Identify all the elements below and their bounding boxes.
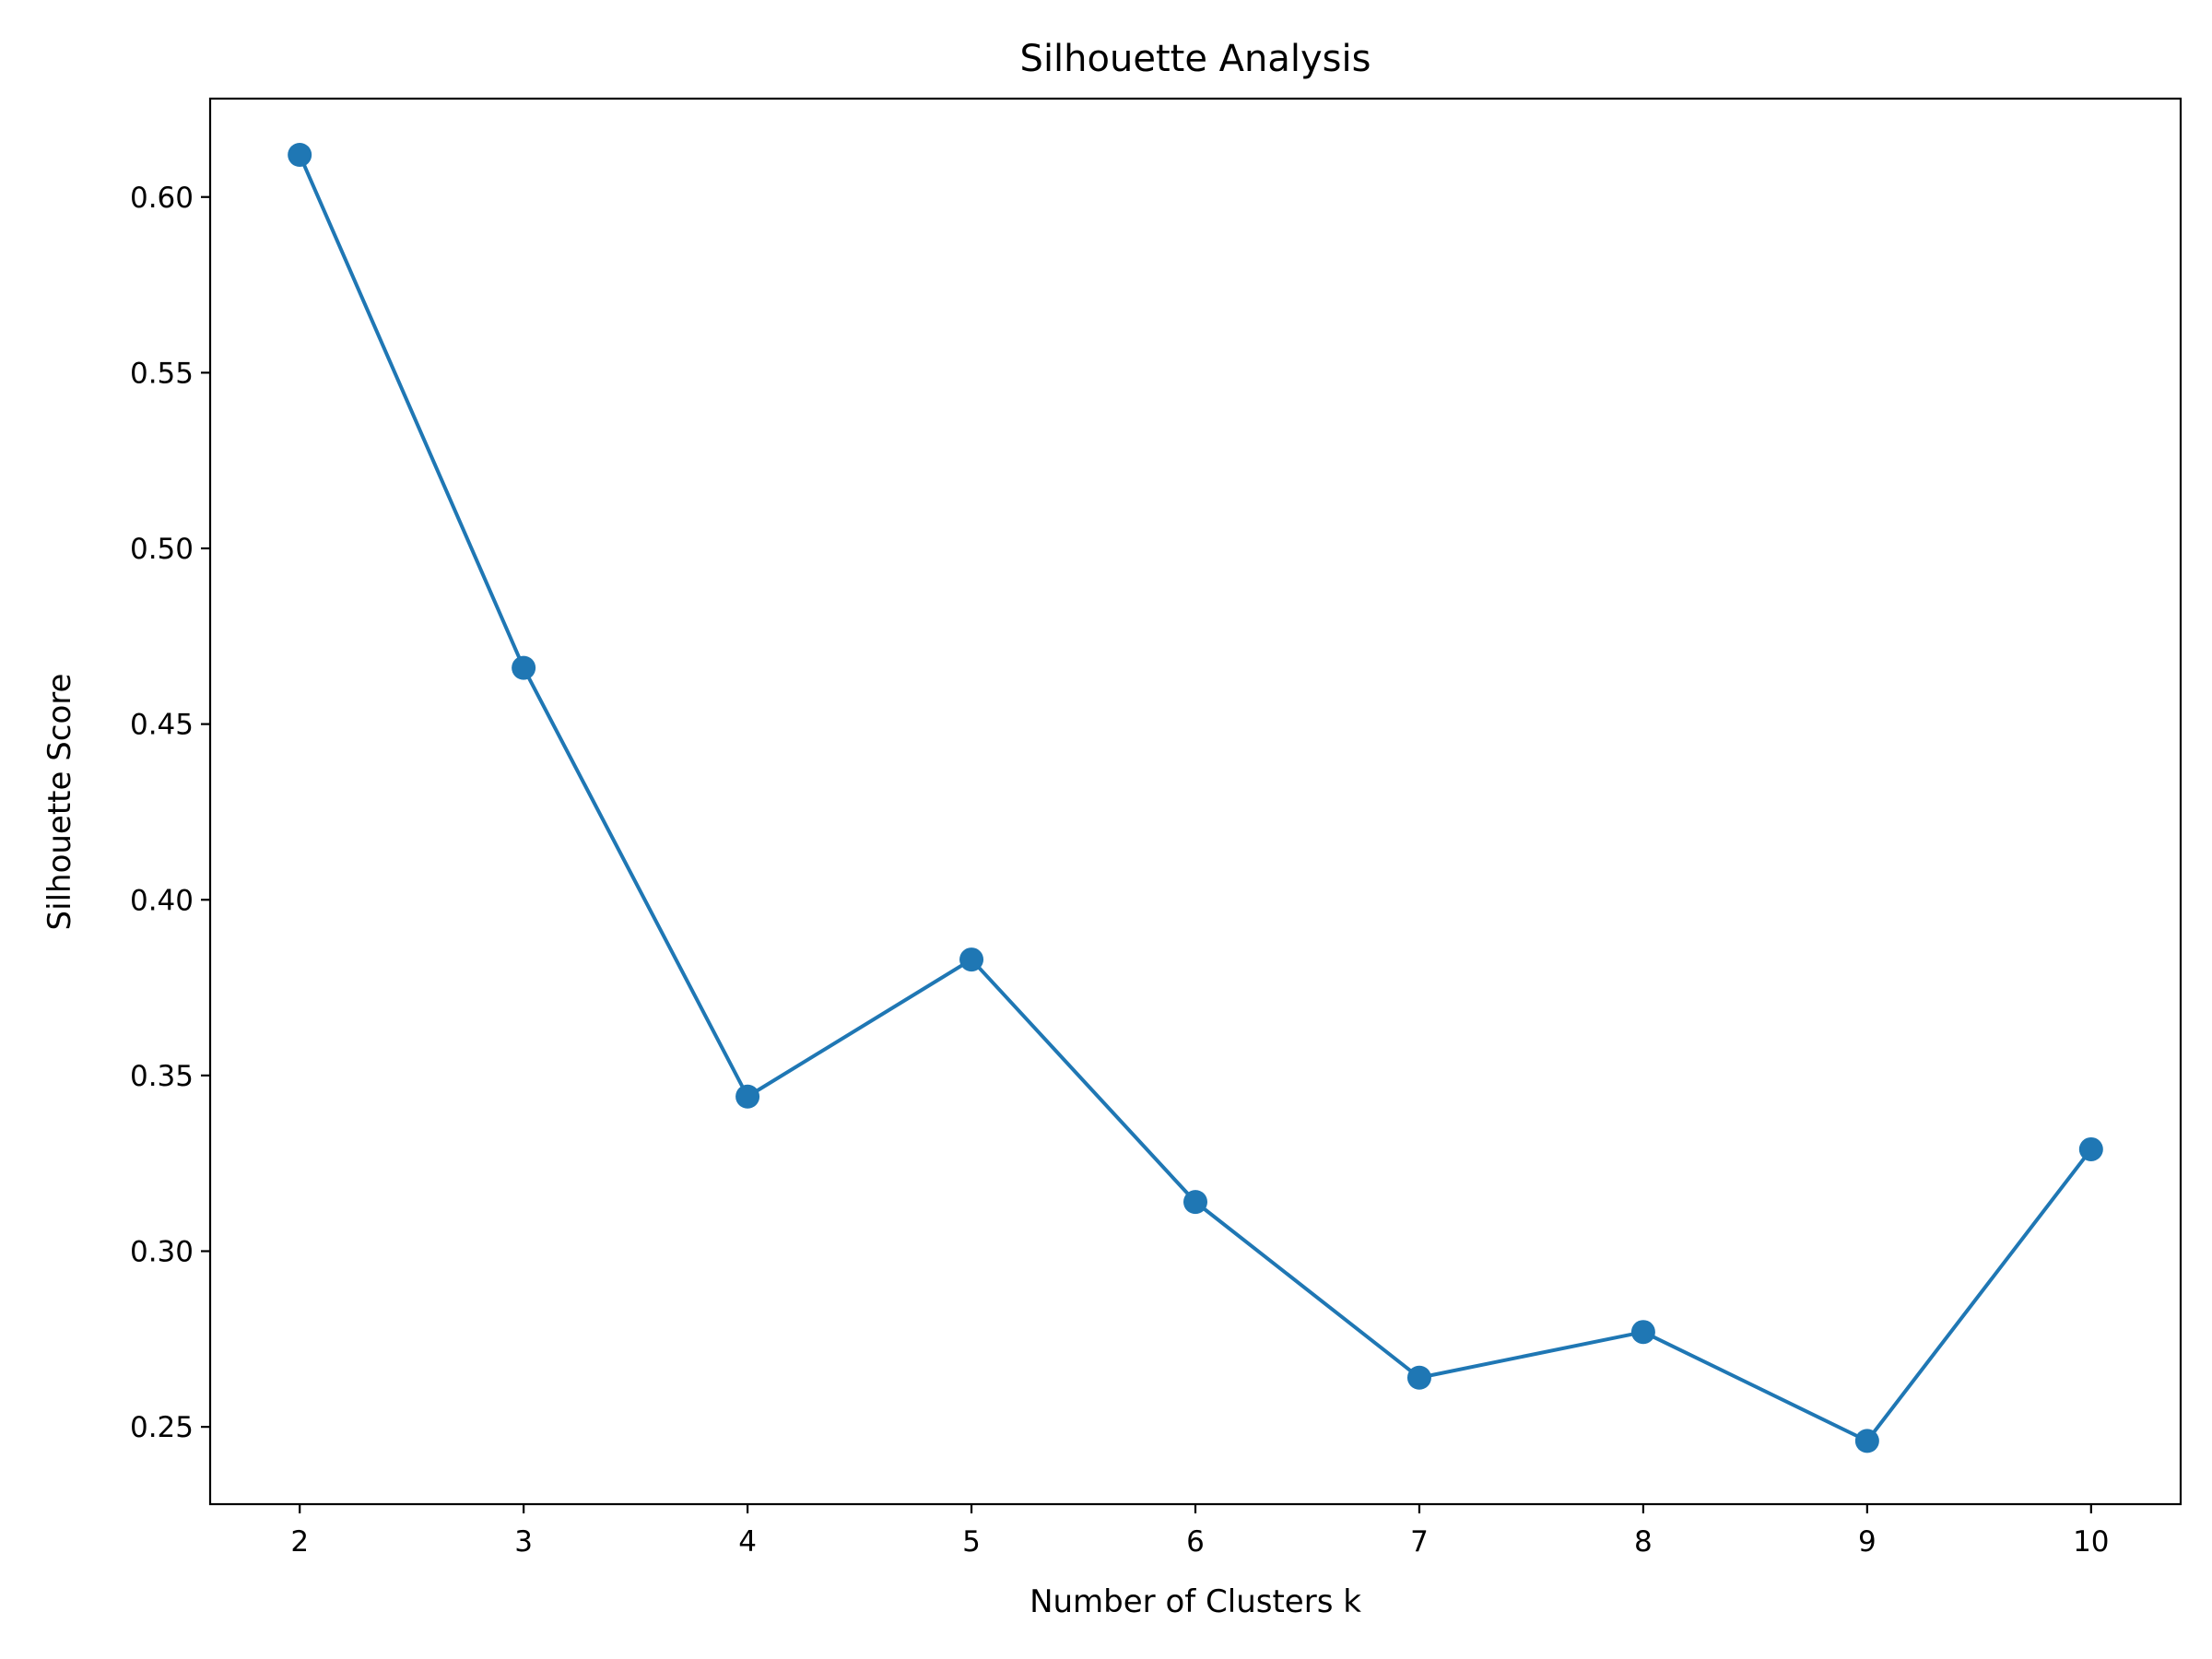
y-tick-label: 0.60 (130, 182, 194, 215)
y-tick-label: 0.55 (130, 357, 194, 390)
y-tick-label: 0.50 (130, 533, 194, 566)
data-point (735, 1084, 760, 1109)
chart-title: Silhouette Analysis (1020, 38, 1371, 80)
data-point (1854, 1429, 1879, 1453)
x-tick-label: 5 (962, 1525, 981, 1559)
x-tick-label: 9 (1858, 1525, 1877, 1559)
y-tick-label: 0.25 (130, 1411, 194, 1444)
y-tick-label: 0.30 (130, 1236, 194, 1269)
x-tick-label: 3 (514, 1525, 533, 1559)
x-tick-label: 7 (1410, 1525, 1429, 1559)
x-tick-label: 8 (1634, 1525, 1653, 1559)
x-axis-label: Number of Clusters k (1030, 1583, 1361, 1620)
x-axis-ticks: 2 3 4 5 6 7 8 9 10 (290, 1504, 2110, 1559)
y-axis-ticks: 0.25 0.30 0.35 0.40 0.45 0.50 0.55 0.60 (130, 182, 210, 1444)
x-tick-label: 4 (738, 1525, 757, 1559)
data-point (959, 947, 984, 972)
data-point (1183, 1190, 1207, 1215)
y-axis-label: Silhouette Score (41, 674, 78, 931)
x-tick-label: 10 (2073, 1525, 2109, 1559)
x-tick-label: 2 (290, 1525, 309, 1559)
plot-area-frame (208, 97, 2183, 1506)
data-point (512, 655, 536, 680)
data-point (1406, 1365, 1431, 1390)
series-layer (288, 143, 2103, 1453)
data-point (2078, 1136, 2103, 1161)
y-tick-label: 0.35 (130, 1060, 194, 1093)
data-point (1630, 1320, 1655, 1345)
y-tick-label: 0.45 (130, 709, 194, 742)
data-point (288, 143, 312, 167)
y-tick-label: 0.40 (130, 884, 194, 917)
x-tick-label: 6 (1186, 1525, 1205, 1559)
